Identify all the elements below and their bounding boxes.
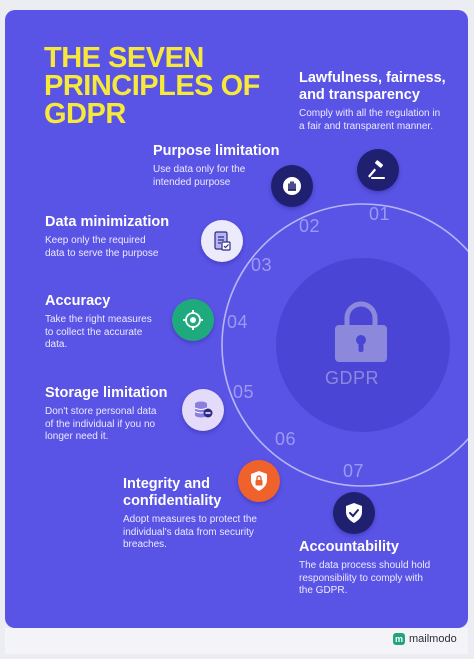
principle-title: Storage limitation — [45, 385, 185, 402]
database-minus-icon — [182, 389, 224, 431]
desc-line: individual's data from security — [123, 526, 254, 538]
principle-05: Storage limitation Don't store personal … — [45, 385, 185, 444]
title-line: THE SEVEN — [44, 42, 204, 74]
desc-line: Keep only the required — [45, 235, 146, 246]
principle-description: The data process should hold responsibil… — [299, 560, 459, 598]
title-line: PRINCIPLES OF — [44, 70, 260, 102]
desc-line: of the individual if you no — [45, 418, 156, 430]
timeline-arc — [221, 203, 468, 487]
principle-02: Purpose limitation Use data only for the… — [153, 143, 303, 189]
desc-line: intended purpose — [153, 176, 231, 188]
mailmodo-logo-icon: m — [393, 633, 405, 645]
timeline-ring — [221, 203, 468, 487]
hand-stop-icon — [271, 165, 313, 207]
principle-06: Integrity and confidentiality Adopt meas… — [123, 476, 283, 552]
principle-07: Accountability The data process should h… — [299, 539, 459, 598]
title-line: Lawfulness, fairness, — [299, 70, 446, 86]
principle-title: Accuracy — [45, 293, 175, 310]
step-number-06: 06 — [275, 429, 297, 449]
step-number-02: 02 — [299, 216, 321, 236]
step-number-04: 04 — [227, 312, 249, 332]
step-number-01: 01 — [369, 204, 391, 224]
shield-check-icon — [333, 492, 375, 534]
principle-description: Don't store personal data of the individ… — [45, 406, 185, 444]
title-line: GDPR — [44, 98, 126, 130]
desc-line: the GDPR. — [299, 585, 348, 596]
title-line: Accountability — [299, 539, 399, 555]
title-line: and transparency — [299, 87, 420, 103]
principle-title: Data minimization — [45, 214, 195, 231]
brand-logo: m mailmodo — [393, 633, 457, 645]
gavel-icon — [357, 149, 399, 191]
principle-title: Purpose limitation — [153, 143, 303, 160]
principle-description: Take the right measures to collect the a… — [45, 314, 175, 352]
principle-03: Data minimization Keep only the required… — [45, 214, 195, 260]
document-check-icon — [201, 220, 243, 262]
footer-bar — [5, 628, 468, 654]
principle-description: Adopt measures to protect the individual… — [123, 514, 283, 552]
padlock-icon — [335, 301, 387, 362]
desc-line: to collect the accurate — [45, 326, 143, 338]
title-line: Accuracy — [45, 293, 111, 309]
principle-description: Use data only for the intended purpose — [153, 164, 303, 189]
gdpr-center-label: GDPR — [325, 368, 380, 388]
desc-line: Adopt measures to protect the — [123, 514, 257, 525]
step-number-07: 07 — [343, 461, 365, 481]
principle-04: Accuracy Take the right measures to coll… — [45, 293, 175, 352]
step-number-05: 05 — [233, 382, 255, 402]
principle-title: Integrity and confidentiality — [123, 476, 283, 510]
step-number-03: 03 — [251, 255, 273, 275]
title-line: Data minimization — [45, 214, 170, 230]
desc-line: responsibility to comply with — [299, 572, 423, 584]
title-line: Storage limitation — [45, 385, 168, 401]
principle-title: Accountability — [299, 539, 459, 556]
infographic-card: THE SEVEN PRINCIPLES OF GDPR Lawfulness,… — [5, 10, 468, 628]
target-icon — [172, 299, 214, 341]
title-line: confidentiality — [123, 493, 222, 509]
principle-01: Lawfulness, fairness, and transparency C… — [299, 70, 461, 133]
desc-line: data to serve the purpose — [45, 247, 159, 259]
desc-line: Comply with all the regulation in — [299, 108, 441, 119]
desc-line: data. — [45, 339, 68, 350]
shield-lock-icon — [238, 460, 280, 502]
desc-line: breaches. — [123, 539, 167, 550]
desc-line: The data process should hold — [299, 560, 431, 571]
title-line: Purpose limitation — [153, 143, 280, 159]
title-line: Integrity and — [123, 476, 211, 492]
desc-line: Don't store personal data — [45, 406, 157, 417]
desc-line: longer need it. — [45, 431, 109, 442]
principle-description: Keep only the required data to serve the… — [45, 235, 195, 260]
desc-line: a fair and transparent manner. — [299, 120, 433, 132]
brand-name: mailmodo — [409, 633, 457, 645]
desc-line: Use data only for the — [153, 164, 246, 175]
principle-description: Comply with all the regulation in a fair… — [299, 108, 461, 133]
page-title: THE SEVEN PRINCIPLES OF GDPR — [44, 42, 284, 130]
desc-line: Take the right measures — [45, 314, 152, 325]
principle-title: Lawfulness, fairness, and transparency — [299, 70, 461, 104]
